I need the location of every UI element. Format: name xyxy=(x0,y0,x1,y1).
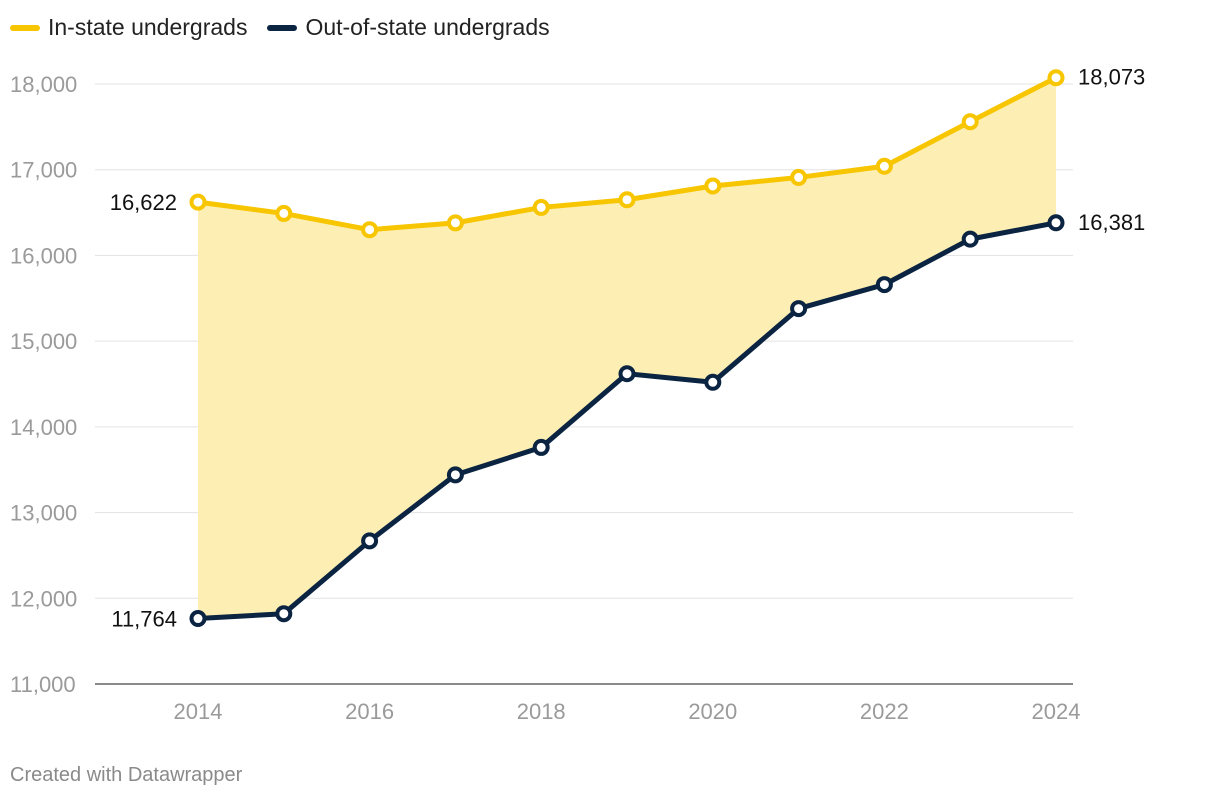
data-point-out-of-state xyxy=(790,300,808,318)
data-point-in-state xyxy=(1047,69,1065,87)
data-point-out-of-state xyxy=(961,230,979,248)
y-tick-label: 13,000 xyxy=(10,501,77,526)
legend-label-in-state: In-state undergrads xyxy=(48,14,248,40)
data-point-in-state xyxy=(618,191,636,209)
data-point-out-of-state xyxy=(189,610,207,628)
data-point-in-state xyxy=(532,198,550,216)
data-point-out-of-state xyxy=(446,466,464,484)
data-point-in-state xyxy=(790,168,808,186)
y-tick-label: 15,000 xyxy=(10,329,77,354)
value-label-in-state-last: 18,073 xyxy=(1078,65,1145,90)
x-tick-label: 2020 xyxy=(688,699,737,724)
data-point-in-state xyxy=(961,113,979,131)
value-label-in-state-first: 16,622 xyxy=(110,190,177,215)
data-point-out-of-state xyxy=(618,365,636,383)
area-between-series xyxy=(198,77,1056,619)
data-point-out-of-state xyxy=(275,605,293,623)
y-tick-label: 11,000 xyxy=(10,672,76,697)
data-point-in-state xyxy=(875,157,893,175)
footer-credit: Created with Datawrapper xyxy=(10,764,243,786)
data-point-out-of-state xyxy=(704,373,722,391)
legend-swatch-out-of-state xyxy=(267,24,298,31)
y-tick-label: 18,000 xyxy=(10,72,77,97)
y-tick-label: 16,000 xyxy=(10,243,77,268)
data-point-in-state xyxy=(704,177,722,195)
data-point-in-state xyxy=(275,204,293,222)
legend-item-in-state: In-state undergrads xyxy=(10,14,247,41)
legend-label-out-of-state: Out-of-state undergrads xyxy=(305,14,550,40)
x-tick-label: 2022 xyxy=(860,699,909,724)
x-tick-label: 2018 xyxy=(517,699,566,724)
y-tick-label: 12,000 xyxy=(10,586,77,611)
y-tick-label: 14,000 xyxy=(10,415,77,440)
value-label-out-of-state-first: 11,764 xyxy=(111,607,177,632)
data-point-in-state xyxy=(361,221,379,239)
data-point-out-of-state xyxy=(532,438,550,456)
legend: In-state undergrads Out-of-state undergr… xyxy=(10,14,550,41)
data-point-in-state xyxy=(446,214,464,232)
data-point-in-state xyxy=(189,193,207,211)
legend-swatch-in-state xyxy=(10,24,40,31)
legend-item-out-of-state: Out-of-state undergrads xyxy=(267,14,550,41)
x-tick-label: 2014 xyxy=(174,699,223,724)
data-point-out-of-state xyxy=(1047,214,1065,232)
x-tick-label: 2016 xyxy=(345,699,394,724)
data-point-out-of-state xyxy=(875,276,893,294)
x-tick-label: 2024 xyxy=(1032,699,1081,724)
value-label-out-of-state-last: 16,381 xyxy=(1078,210,1145,235)
y-tick-label: 17,000 xyxy=(10,158,77,183)
data-point-out-of-state xyxy=(361,532,379,550)
